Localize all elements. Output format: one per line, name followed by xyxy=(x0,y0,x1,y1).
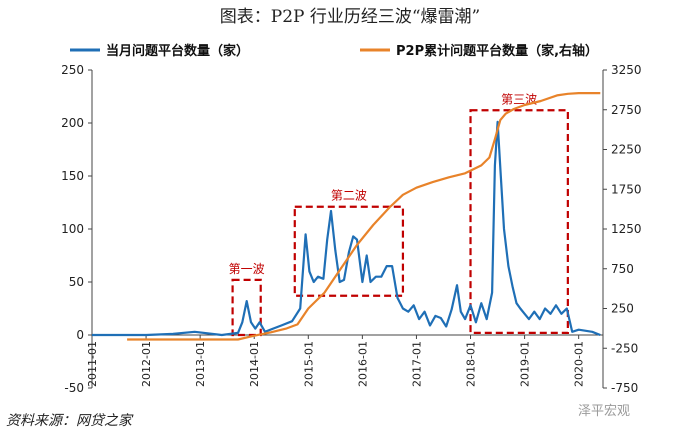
x-tick-label: 2020-01 xyxy=(573,341,586,387)
annotation-label: 第二波 xyxy=(331,189,367,203)
source-note: 资料来源：网贷之家 xyxy=(6,413,132,429)
x-tick-label: 2015-01 xyxy=(302,341,315,387)
y-left-tick-label: 50 xyxy=(69,275,84,289)
y-right-tick-label: 250 xyxy=(611,302,634,316)
y-left-tick-label: 0 xyxy=(76,328,84,342)
x-tick-label: 2016-01 xyxy=(356,341,369,387)
x-tick-label: 2012-01 xyxy=(140,341,153,387)
y-left-tick-label: 200 xyxy=(61,116,84,130)
y-right-tick-label: -250 xyxy=(611,341,638,355)
y-right-tick-label: 750 xyxy=(611,262,634,276)
y-right-tick-label: 1750 xyxy=(611,182,642,196)
x-tick-label: 2017-01 xyxy=(410,341,423,387)
y-right-tick-label: 2750 xyxy=(611,103,642,117)
x-tick-label: 2011-01 xyxy=(86,341,99,387)
annotation-label: 第三波 xyxy=(501,92,537,106)
x-tick-label: 2013-01 xyxy=(194,341,207,387)
y-right-tick-label: 2250 xyxy=(611,143,642,157)
y-left-tick-label: -50 xyxy=(64,381,84,395)
y-right-tick-label: -750 xyxy=(611,381,638,395)
legend-label: 当月问题平台数量（家） xyxy=(106,43,249,59)
x-tick-label: 2019-01 xyxy=(519,341,532,387)
series-line-monthly xyxy=(92,120,601,337)
chart-title: 图表：P2P 行业历经三波“爆雷潮” xyxy=(219,7,481,27)
y-left-tick-label: 250 xyxy=(61,63,84,77)
x-tick-label: 2018-01 xyxy=(465,341,478,387)
watermark: 泽平宏观 xyxy=(578,404,631,419)
annotation-label: 第一波 xyxy=(229,262,265,276)
series-line-cumulative xyxy=(127,92,601,341)
y-left-tick-label: 100 xyxy=(61,222,84,236)
y-right-tick-label: 3250 xyxy=(611,63,642,77)
legend-label: P2P累计问题平台数量（家,右轴） xyxy=(396,43,598,59)
annotation-box xyxy=(231,278,262,337)
y-right-tick-label: 1250 xyxy=(611,222,642,236)
x-tick-label: 2014-01 xyxy=(248,341,261,387)
y-left-tick-label: 150 xyxy=(61,169,84,183)
annotation-box xyxy=(469,109,569,334)
